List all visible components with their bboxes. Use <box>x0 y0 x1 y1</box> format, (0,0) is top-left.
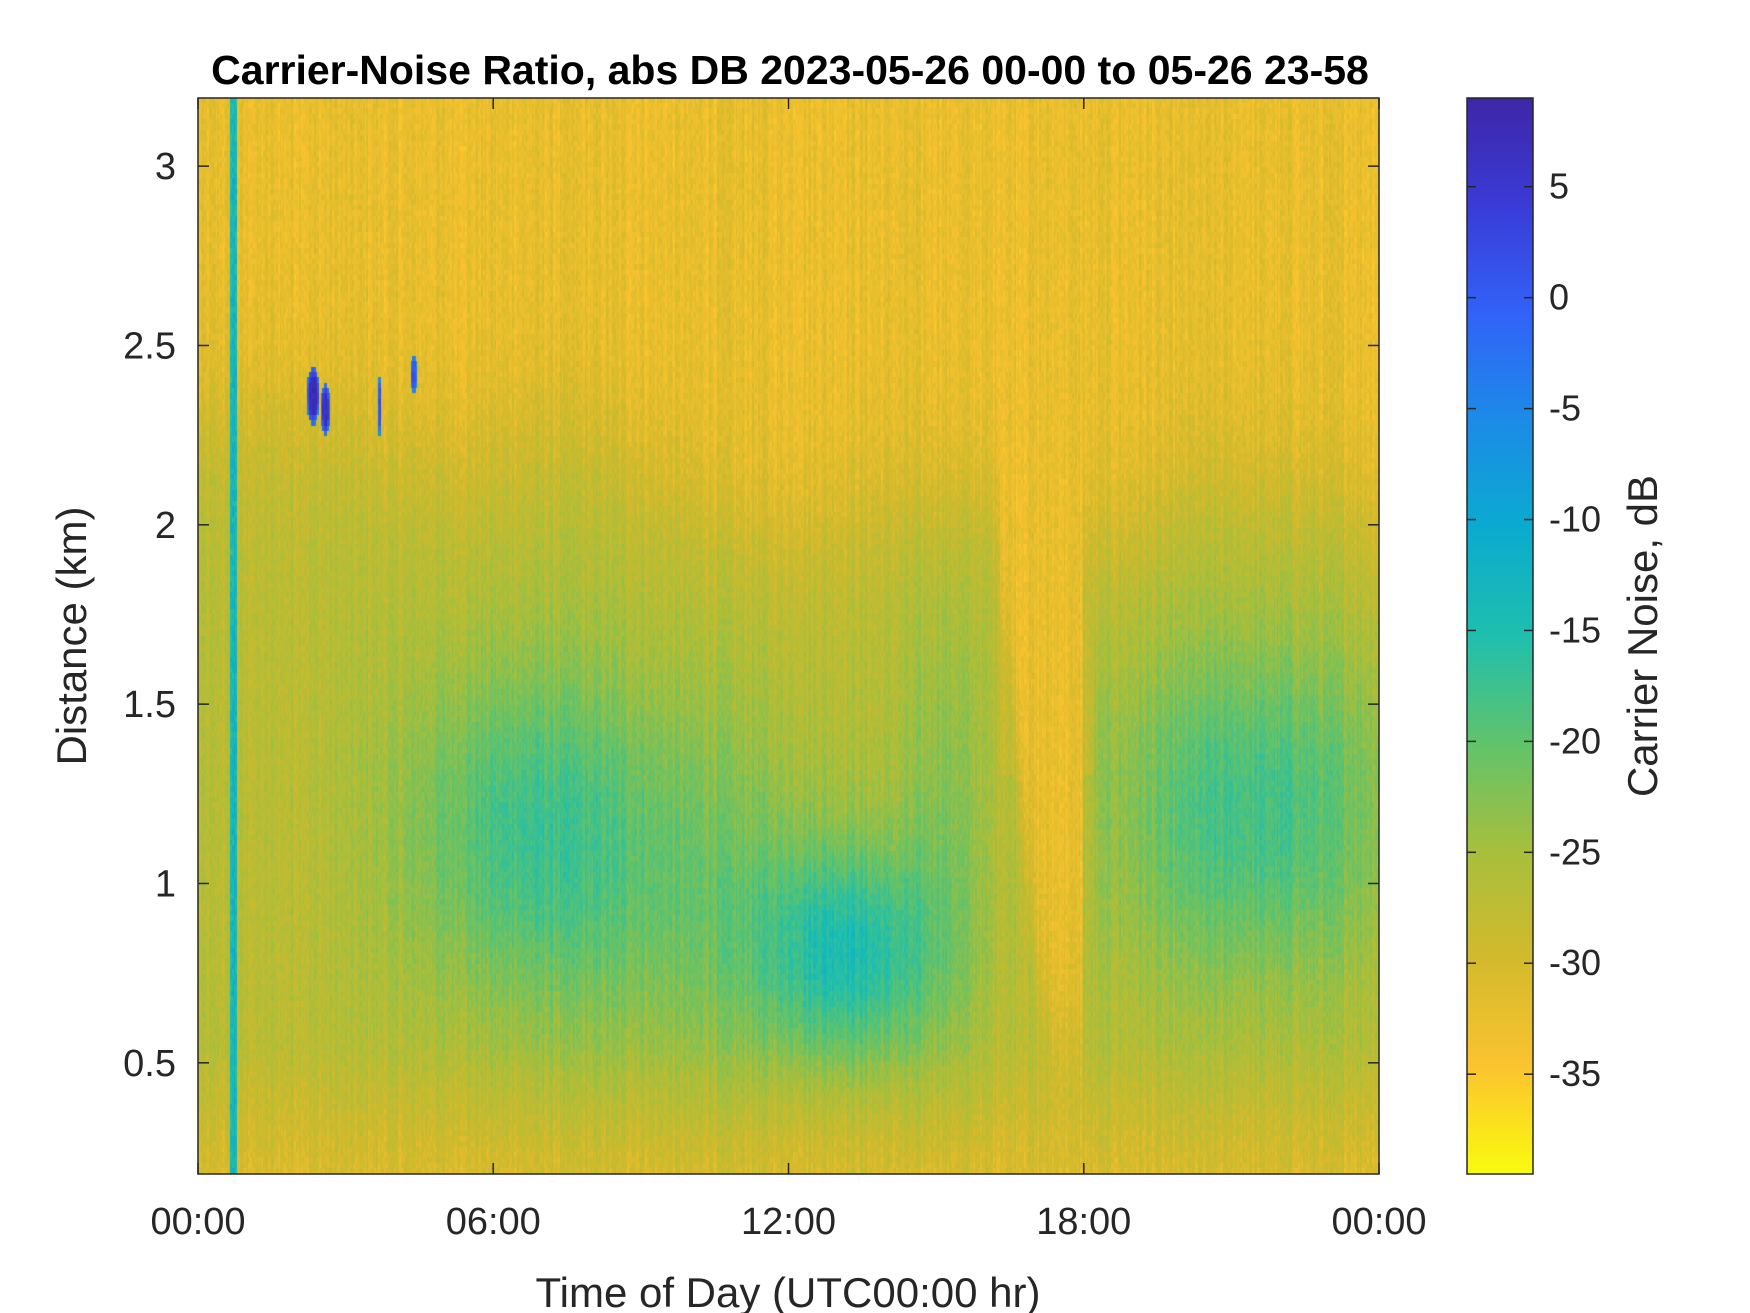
colorbar <box>1466 97 1534 1175</box>
y-tick-label: 3 <box>155 146 176 188</box>
colorbar-ticks: 5 0 -5 -10 -15 -20 -25 -30 -35 <box>1467 166 1601 1094</box>
colorbar-tick-label: -20 <box>1549 720 1601 761</box>
x-axis-label: Time of Day (UTC00:00 hr) <box>536 1269 1041 1313</box>
colorbar-tick-label: -30 <box>1549 942 1601 983</box>
x-tick-label: 00:00 <box>1331 1201 1426 1243</box>
colorbar-tick-label: 0 <box>1549 277 1569 318</box>
y-tick-label: 0.5 <box>123 1043 176 1085</box>
colorbar-tick-label: -25 <box>1549 831 1601 872</box>
x-axis: 00:00 06:00 12:00 18:00 00:00 <box>150 98 1427 1243</box>
colorbar-tick-label: -10 <box>1549 499 1601 540</box>
x-tick-label: 00:00 <box>150 1201 245 1243</box>
y-tick-label: 2 <box>155 505 176 547</box>
chart-title: Carrier-Noise Ratio, abs DB 2023-05-26 0… <box>211 47 1369 93</box>
y-tick-label: 1.5 <box>123 684 176 726</box>
heatmap-area <box>198 98 1379 1174</box>
y-axis-label: Distance (km) <box>48 506 95 765</box>
colorbar-tick-label: -35 <box>1549 1053 1601 1094</box>
colorbar-tick-label: -5 <box>1549 388 1581 429</box>
colorbar-label: Carrier Noise, dB <box>1619 475 1666 797</box>
x-tick-label: 06:00 <box>446 1201 541 1243</box>
colorbar-tick-label: -15 <box>1549 609 1601 650</box>
colorbar-tick-label: 5 <box>1549 166 1569 207</box>
x-tick-label: 12:00 <box>741 1201 836 1243</box>
y-axis: 0.5 1 1.5 2 2.5 3 <box>123 146 1379 1085</box>
y-tick-label: 2.5 <box>123 325 176 367</box>
y-tick-label: 1 <box>155 863 176 905</box>
x-tick-label: 18:00 <box>1036 1201 1131 1243</box>
